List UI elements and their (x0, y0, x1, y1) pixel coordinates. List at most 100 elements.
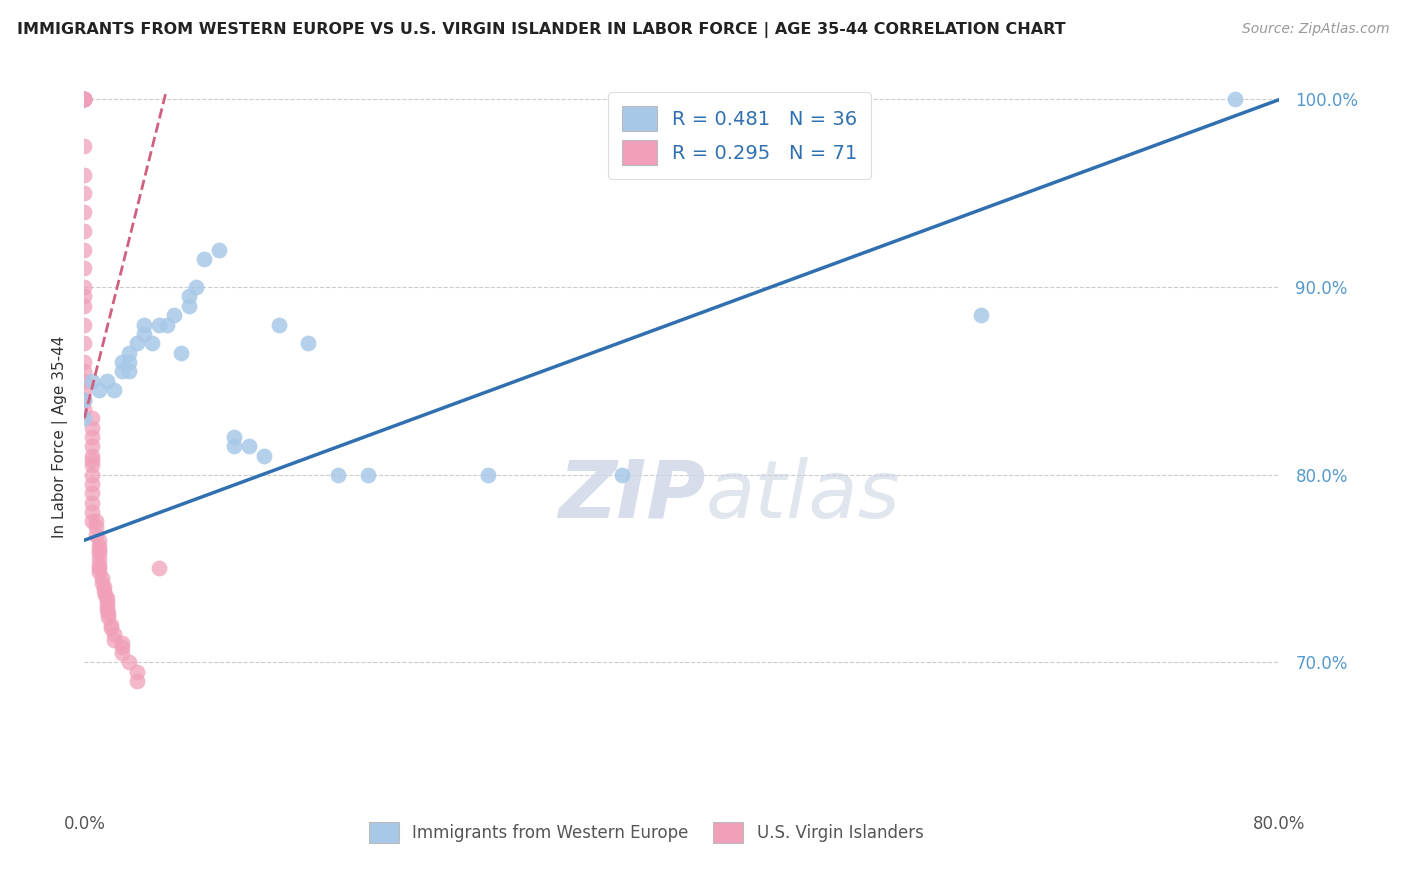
Point (73, 168, 96, 182)
Point (193, 252, 215, 266)
Point (125, 673, 148, 688)
Legend: Immigrants from Western Europe, U.S. Virgin Islanders: Immigrants from Western Europe, U.S. Vir… (361, 815, 931, 849)
Point (96, 591, 118, 606)
Point (91, 571, 114, 585)
Point (100, 621, 122, 635)
Point (89, 383, 111, 397)
Point (96, 374, 118, 388)
Point (357, 467, 380, 482)
Point (73, 261, 96, 276)
Point (73, 243, 96, 257)
Point (1223, 93, 1246, 107)
Point (111, 364, 134, 378)
Point (96, 599, 118, 613)
Point (89, 558, 111, 572)
Point (80, 467, 103, 482)
Point (73, 411, 96, 425)
Point (80, 452, 103, 467)
Point (73, 93, 96, 107)
Point (103, 627, 125, 641)
Point (73, 93, 96, 107)
Point (80, 496, 103, 510)
Point (118, 364, 141, 378)
Point (177, 289, 200, 303)
Point (96, 602, 118, 616)
Point (73, 336, 96, 351)
Point (96, 595, 118, 609)
Point (73, 93, 96, 107)
Point (186, 280, 208, 294)
Point (73, 93, 96, 107)
Point (80, 440, 103, 454)
Point (94, 588, 117, 602)
Point (328, 467, 350, 482)
Point (163, 308, 186, 322)
Point (80, 374, 103, 388)
Point (170, 345, 193, 359)
Point (118, 355, 141, 369)
Point (297, 336, 319, 351)
Point (73, 364, 96, 378)
Point (73, 139, 96, 153)
Point (148, 318, 170, 332)
Point (208, 243, 231, 257)
Point (73, 401, 96, 416)
Point (73, 205, 96, 219)
Point (125, 336, 148, 351)
Point (73, 186, 96, 201)
Point (132, 318, 156, 332)
Point (111, 355, 134, 369)
Point (103, 632, 125, 647)
Point (73, 280, 96, 294)
Point (111, 646, 134, 660)
Point (86, 520, 108, 534)
Point (80, 420, 103, 434)
Point (132, 326, 156, 341)
Point (89, 533, 111, 548)
Point (97, 607, 120, 621)
Point (89, 561, 111, 575)
Point (73, 392, 96, 407)
Point (612, 467, 634, 482)
Y-axis label: In Labor Force | Age 35-44: In Labor Force | Age 35-44 (52, 336, 67, 538)
Point (80, 515, 103, 529)
Point (267, 318, 290, 332)
Point (89, 546, 111, 560)
Point (100, 617, 122, 632)
Point (103, 383, 125, 397)
Point (477, 467, 499, 482)
Point (80, 505, 103, 519)
Text: atlas: atlas (706, 457, 901, 534)
Text: Source: ZipAtlas.com: Source: ZipAtlas.com (1241, 22, 1389, 37)
Point (80, 477, 103, 491)
Text: ZIP: ZIP (558, 457, 706, 534)
Point (91, 576, 114, 591)
Point (73, 93, 96, 107)
Point (73, 318, 96, 332)
Point (89, 542, 111, 557)
Point (73, 392, 96, 407)
Point (970, 308, 993, 322)
Point (73, 289, 96, 303)
Point (73, 355, 96, 369)
Point (125, 665, 148, 679)
Point (80, 411, 103, 425)
Point (89, 552, 111, 566)
Point (177, 299, 200, 313)
Point (111, 636, 134, 650)
Point (238, 440, 260, 454)
Point (222, 430, 245, 444)
Point (73, 93, 96, 107)
Point (118, 345, 141, 359)
Point (73, 383, 96, 397)
Point (253, 449, 276, 463)
Point (73, 299, 96, 313)
Point (93, 583, 115, 598)
Point (80, 458, 103, 473)
Point (93, 580, 115, 594)
Point (155, 318, 177, 332)
Point (80, 430, 103, 444)
Point (73, 93, 96, 107)
Point (86, 527, 108, 541)
Point (148, 561, 170, 575)
